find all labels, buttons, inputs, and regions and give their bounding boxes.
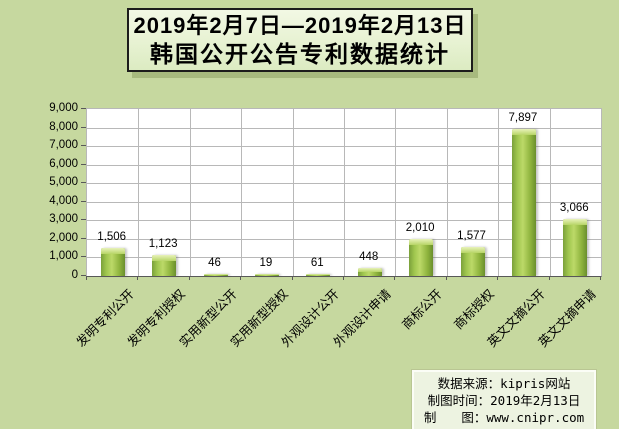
gridline-vertical: [549, 109, 551, 276]
bar-top-highlight: [563, 219, 588, 225]
chart-date-line: 制图时间：2019年2月13日: [427, 393, 581, 408]
bar-top-highlight: [152, 255, 177, 261]
bar-value-label: 2,010: [405, 222, 435, 234]
gridline-vertical: [446, 109, 448, 276]
chart-title-line2: 韩国公开公告专利数据统计: [150, 41, 450, 67]
bar-top-highlight: [460, 247, 485, 253]
y-axis-label: 1,000: [49, 250, 78, 263]
gridline-vertical: [344, 109, 345, 276]
x-axis-tick: [600, 276, 601, 280]
x-axis-tick: [86, 276, 87, 280]
bar: [254, 274, 279, 276]
bar: [460, 247, 485, 276]
x-axis-tick: [240, 276, 242, 280]
data-source-line: 数据来源：kipris网站: [437, 376, 571, 391]
bar-value-label: 448: [359, 251, 379, 263]
bar-value-label: 1,123: [148, 238, 178, 250]
y-axis-tick: [81, 237, 86, 239]
bar-value-label: 61: [310, 257, 324, 269]
gridline-vertical: [498, 109, 500, 276]
y-axis-tick: [81, 219, 86, 221]
y-axis-tick: [81, 145, 86, 147]
bar: [152, 255, 177, 276]
bar-value-label: 19: [259, 257, 273, 269]
chart-title-line1: 2019年2月7日—2019年2月13日: [133, 13, 467, 38]
bar: [100, 248, 125, 276]
bar-top-highlight: [409, 239, 434, 245]
y-axis-tick: [81, 108, 86, 109]
bar: [203, 274, 228, 276]
y-axis-label: 4,000: [49, 194, 78, 207]
bar-top-highlight: [511, 129, 536, 135]
y-axis-label: 8,000: [49, 120, 78, 133]
x-axis-tick: [497, 276, 499, 280]
x-axis-tick: [445, 276, 447, 280]
plot-area: [86, 108, 602, 277]
x-axis-tick: [137, 276, 139, 280]
y-axis-tick: [81, 275, 86, 276]
y-axis-label: 0: [71, 269, 78, 281]
y-axis-tick: [81, 182, 86, 184]
y-axis-label: 6,000: [49, 157, 78, 170]
bar: [563, 219, 588, 276]
bar-top-highlight: [203, 274, 228, 275]
bar-top-highlight: [100, 248, 125, 254]
y-axis-tick: [81, 256, 86, 258]
bar: [306, 274, 331, 276]
chart-title-box: 2019年2月7日—2019年2月13日 韩国公开公告专利数据统计: [127, 8, 473, 72]
x-axis-tick: [188, 276, 190, 280]
bar-top-highlight: [357, 268, 382, 272]
gridline-vertical: [395, 109, 397, 276]
y-axis-label: 2,000: [49, 231, 78, 244]
x-axis-tick: [291, 276, 293, 280]
gridline-vertical: [292, 109, 294, 276]
y-axis-tick: [81, 200, 86, 202]
y-axis-label: 3,000: [49, 213, 78, 226]
source-info-box: 数据来源：kipris网站 制图时间：2019年2月13日 制 图：www.cn…: [412, 370, 596, 429]
bar-value-label: 1,577: [457, 230, 486, 242]
bar: [357, 268, 382, 276]
y-axis-tick: [81, 126, 86, 128]
x-axis-tick: [548, 276, 550, 280]
bar-value-label: 46: [208, 257, 221, 269]
gridline-vertical: [138, 109, 140, 276]
y-axis-label: 9,000: [49, 102, 78, 114]
bar-top-highlight: [306, 274, 331, 275]
x-axis-tick: [343, 276, 344, 280]
chart-author-line: 制 图：www.cnipr.com: [423, 410, 585, 425]
y-axis-label: 7,000: [49, 139, 78, 152]
x-axis-tick: [394, 276, 396, 280]
bar: [409, 239, 434, 276]
gridline-vertical: [241, 109, 243, 276]
bar-value-label: 3,066: [559, 202, 589, 214]
gridline-vertical: [189, 109, 191, 276]
bar: [511, 129, 536, 276]
bar-top-highlight: [254, 274, 279, 275]
y-axis-label: 5,000: [49, 176, 78, 189]
y-axis-tick: [81, 163, 86, 165]
bar-value-label: 7,897: [508, 112, 538, 124]
bar-value-label: 1,506: [97, 231, 127, 243]
